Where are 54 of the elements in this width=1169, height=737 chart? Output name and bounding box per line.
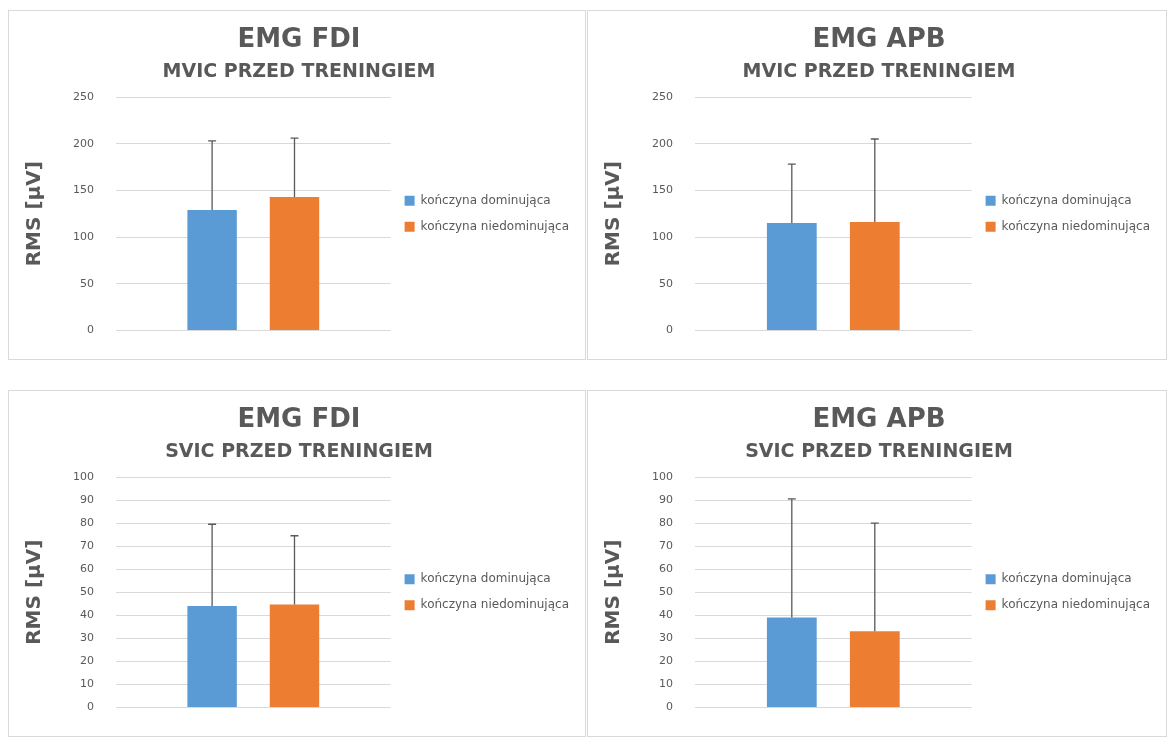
y-axis-title: RMS [μV] (600, 161, 625, 267)
y-tick-label: 20 (659, 654, 673, 668)
y-tick-label: 50 (80, 585, 94, 599)
chart-subtitle: SVIC PRZED TRENINGIEM (745, 438, 1013, 461)
chart-title: EMG APB (812, 23, 946, 54)
chart-title: EMG FDI (237, 23, 361, 54)
y-tick-label: 30 (659, 631, 673, 645)
y-tick-label: 250 (73, 89, 94, 103)
y-tick-label: 70 (80, 538, 94, 552)
legend-label: kończyna niedominująca (1001, 218, 1151, 233)
y-tick-label: 0 (87, 323, 94, 337)
legend-label: kończyna dominująca (1001, 571, 1132, 586)
y-tick-label: 150 (73, 183, 94, 197)
y-axis-title: RMS [μV] (21, 161, 46, 267)
y-tick-label: 100 (652, 229, 673, 243)
y-tick-label: 10 (659, 677, 673, 691)
y-tick-label: 200 (652, 136, 673, 150)
y-tick-label: 250 (652, 89, 673, 103)
y-tick-label: 30 (80, 631, 94, 645)
legend-label: kończyna dominująca (420, 192, 551, 207)
y-tick-label: 60 (659, 562, 673, 576)
y-axis-title: RMS [μV] (21, 539, 46, 645)
legend-label: kończyna niedominująca (1001, 597, 1151, 612)
y-tick-label: 70 (659, 538, 673, 552)
y-tick-label: 0 (666, 323, 673, 337)
y-tick-label: 50 (80, 276, 94, 290)
y-tick-label: 0 (87, 700, 94, 714)
y-tick-label: 50 (659, 585, 673, 599)
chart-title: EMG FDI (237, 403, 361, 434)
y-tick-label: 150 (652, 183, 673, 197)
y-tick-label: 50 (659, 276, 673, 290)
chart-subtitle: SVIC PRZED TRENINGIEM (165, 438, 433, 461)
y-tick-label: 100 (73, 469, 94, 483)
y-tick-label: 200 (73, 136, 94, 150)
y-tick-label: 90 (80, 492, 94, 506)
chart-subtitle: MVIC PRZED TRENINGIEM (162, 58, 436, 81)
y-tick-label: 40 (80, 608, 94, 622)
y-tick-label: 90 (659, 492, 673, 506)
chart-subtitle: MVIC PRZED TRENINGIEM (742, 58, 1016, 81)
legend-label: kończyna dominująca (420, 571, 551, 586)
y-tick-label: 100 (73, 229, 94, 243)
legend-label: kończyna niedominująca (420, 218, 570, 233)
y-tick-label: 100 (652, 469, 673, 483)
legend-label: kończyna niedominująca (420, 597, 570, 612)
y-tick-label: 0 (666, 700, 673, 714)
y-tick-label: 80 (80, 515, 94, 529)
y-tick-label: 10 (80, 677, 94, 691)
y-tick-label: 60 (80, 562, 94, 576)
y-tick-label: 20 (80, 654, 94, 668)
y-axis-title: RMS [μV] (600, 539, 625, 645)
y-tick-label: 80 (659, 515, 673, 529)
chart-title: EMG APB (812, 403, 946, 434)
legend-label: kończyna dominująca (1001, 192, 1132, 207)
y-tick-label: 40 (659, 608, 673, 622)
